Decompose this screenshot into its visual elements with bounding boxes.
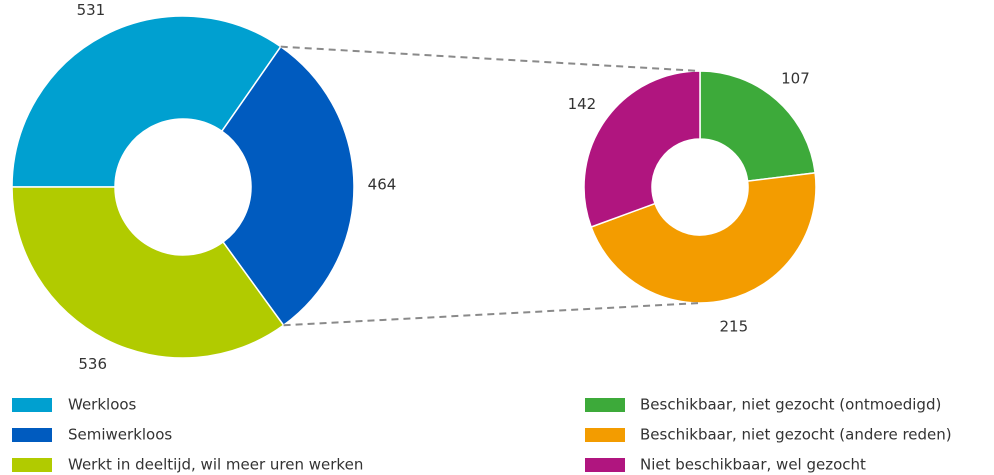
connector-line: [280, 45, 701, 72]
data-label: 142: [568, 95, 597, 113]
legend-swatch: [585, 398, 625, 412]
legend-swatch: [585, 428, 625, 442]
connector-line: [283, 302, 701, 327]
legend-swatch: [12, 428, 52, 442]
donut-segment: [583, 70, 701, 228]
donut-segment: [11, 15, 282, 188]
legend-swatch: [585, 458, 625, 472]
legend-swatch: [12, 398, 52, 412]
legend-label: Beschikbaar, niet gezocht (ontmoedigd): [640, 396, 941, 414]
data-label: 536: [78, 355, 107, 373]
legend-swatch: [12, 458, 52, 472]
data-label: 215: [719, 317, 748, 335]
data-label: 464: [368, 175, 397, 193]
legend-label: Niet beschikbaar, wel gezocht: [640, 456, 866, 474]
legend-label: Semiwerkloos: [68, 426, 172, 444]
legend-label: Werkt in deeltijd, wil meer uren werken: [68, 456, 363, 474]
donut-segment: [220, 45, 355, 327]
donut-segment: [699, 70, 816, 183]
donut-segment: [590, 172, 817, 304]
data-label: 107: [781, 70, 810, 88]
legend-label: Werkloos: [68, 396, 137, 414]
legend-label: Beschikbaar, niet gezocht (andere reden): [640, 426, 952, 444]
data-label: 531: [77, 1, 106, 19]
donut-segment: [11, 186, 285, 359]
